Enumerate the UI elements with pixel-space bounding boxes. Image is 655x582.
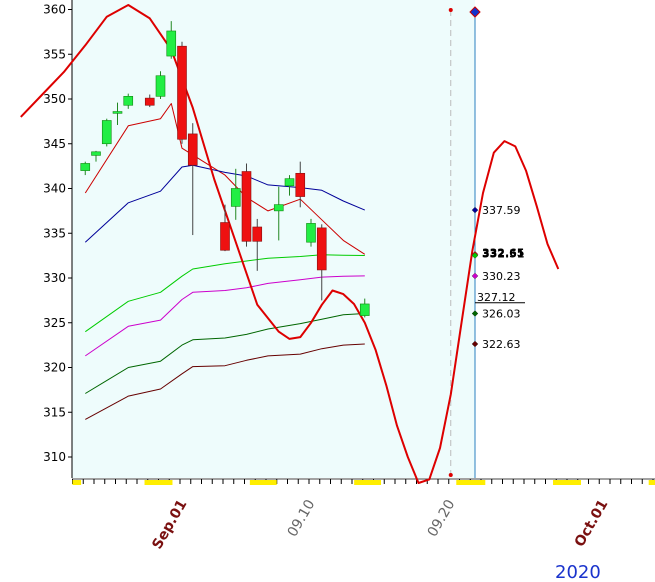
y-tick-label: 355 bbox=[43, 47, 66, 61]
x-date-label: Oct.01 bbox=[572, 497, 612, 550]
candle-up bbox=[155, 75, 166, 97]
weekend-marker bbox=[144, 480, 173, 485]
projection-top-dot bbox=[448, 8, 453, 12]
indicator-line bbox=[85, 313, 365, 394]
y-tick-label: 310 bbox=[43, 450, 66, 464]
series-value-label: 322.63 bbox=[482, 338, 521, 351]
candle-down bbox=[295, 172, 306, 197]
series-end-marker bbox=[471, 252, 479, 259]
series-value-label: 337.59 bbox=[482, 204, 521, 217]
candle-layer bbox=[80, 21, 370, 318]
candle-up bbox=[123, 96, 134, 106]
x-axis: Sep.01 09.10 09.20 Oct.01 bbox=[72, 478, 655, 552]
x-date-label: Sep.01 bbox=[149, 497, 190, 552]
weekend-marker bbox=[72, 480, 82, 485]
candle-up bbox=[230, 188, 241, 207]
projection-bottom-dot bbox=[448, 473, 453, 477]
x-date-label: 09.10 bbox=[285, 497, 319, 540]
candle-up bbox=[101, 120, 112, 145]
indicator-line bbox=[85, 343, 365, 420]
cycle-projection-line bbox=[20, 4, 560, 484]
candle-down bbox=[177, 45, 187, 140]
weekend-marker bbox=[456, 480, 486, 485]
series-value-label: 326.03 bbox=[482, 308, 521, 321]
weekend-marker bbox=[553, 480, 581, 485]
top-diamond-marker bbox=[469, 6, 481, 18]
candle-up bbox=[80, 163, 91, 171]
candle-down bbox=[220, 222, 230, 251]
candle-up bbox=[359, 303, 370, 316]
candle-up bbox=[166, 30, 177, 57]
candle-down bbox=[241, 171, 252, 242]
series-end-marker bbox=[471, 340, 479, 348]
candle-up bbox=[112, 111, 123, 114]
candle-up bbox=[273, 204, 284, 212]
y-tick-label: 330 bbox=[43, 271, 66, 285]
indicator-line bbox=[85, 275, 365, 357]
series-value-label: 327.12 bbox=[477, 291, 516, 304]
candle-down bbox=[144, 97, 155, 106]
candle-down bbox=[316, 227, 327, 271]
weekend-marker bbox=[249, 480, 277, 485]
candle-down bbox=[252, 226, 263, 242]
series-value-label: 332.51 bbox=[482, 248, 524, 261]
y-tick-label: 350 bbox=[43, 92, 66, 106]
y-tick-label: 320 bbox=[43, 361, 66, 375]
y-tick-label: 325 bbox=[43, 316, 66, 330]
candle-up bbox=[306, 223, 316, 243]
weekend-marker bbox=[354, 480, 382, 485]
y-tick-label: 340 bbox=[43, 182, 66, 196]
series-end-marker bbox=[471, 272, 479, 280]
candle-up bbox=[91, 151, 101, 156]
grid bbox=[448, 8, 476, 478]
y-tick-label: 315 bbox=[43, 405, 66, 419]
series-value-label: 330.23 bbox=[482, 270, 521, 283]
candle-down bbox=[187, 133, 198, 166]
y-tick-label: 345 bbox=[43, 137, 66, 151]
series-end-marker bbox=[471, 310, 479, 317]
x-date-label: 09.20 bbox=[425, 497, 459, 540]
series-value-label: 332.65 bbox=[482, 246, 524, 259]
series-end-marker bbox=[471, 206, 479, 214]
marker-layer bbox=[469, 6, 525, 348]
weekend-marker bbox=[648, 480, 655, 485]
year-label: 2020 bbox=[555, 562, 601, 582]
plot-background bbox=[72, 0, 475, 478]
y-axis: 310 315 320 325 330 335 340 345 350 355 360 bbox=[43, 0, 73, 478]
y-tick-label: 335 bbox=[43, 226, 66, 240]
y-tick-label: 360 bbox=[43, 3, 66, 17]
candle-up bbox=[284, 178, 295, 187]
